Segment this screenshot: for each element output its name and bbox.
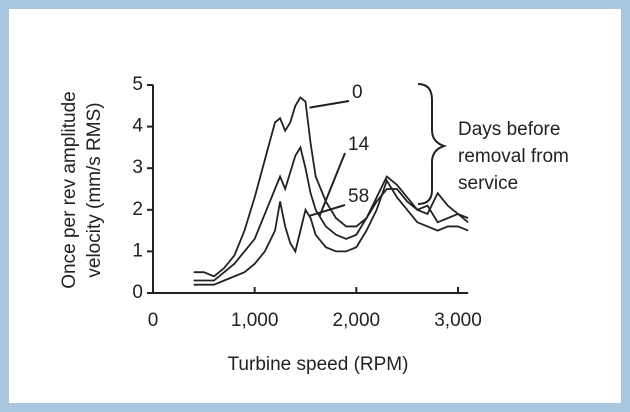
x-axis-label: Turbine speed (RPM) <box>228 354 409 375</box>
y-axis-label: Once per rev amplitude <box>59 91 80 289</box>
x-tick-label: 3,000 <box>434 310 482 331</box>
y-tick-label: 1 <box>132 240 143 261</box>
annotation: service <box>458 173 518 194</box>
annotation: removal from <box>458 146 569 167</box>
y-tick-label: 4 <box>132 116 143 137</box>
y-tick-label: 0 <box>132 282 143 303</box>
y-tick-label: 2 <box>132 199 143 220</box>
leader-line <box>309 204 346 217</box>
leader-line <box>318 152 346 217</box>
line <box>193 178 469 286</box>
annotation: Days before <box>458 119 560 140</box>
series-label: 0 <box>352 82 363 103</box>
series-label: 58 <box>348 186 369 207</box>
x-tick-label: 2,000 <box>333 310 381 331</box>
brace <box>417 83 448 205</box>
y-tick-label: 5 <box>132 74 143 95</box>
x-tick-label: 1,000 <box>231 310 279 331</box>
x-tick-label: 0 <box>148 310 159 331</box>
leader-line <box>309 100 350 109</box>
y-axis-label: velocity (mm/s RMS) <box>84 102 105 277</box>
y-tick-label: 3 <box>132 157 143 178</box>
line <box>193 145 469 282</box>
series-label: 14 <box>348 134 370 155</box>
